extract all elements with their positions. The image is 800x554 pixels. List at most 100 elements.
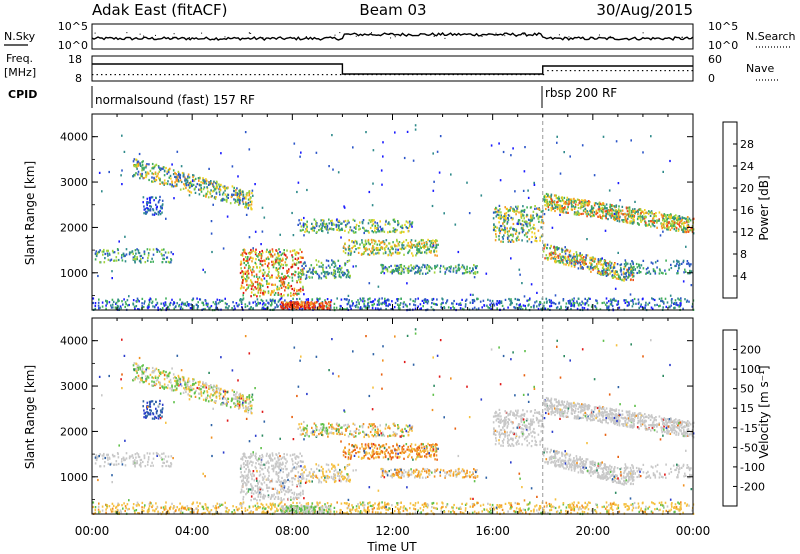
data-cell [573, 211, 576, 214]
data-cell [648, 270, 650, 273]
data-cell [616, 273, 618, 276]
data-cell [581, 202, 584, 205]
data-cell [165, 166, 167, 170]
data-cell [454, 265, 457, 268]
data-cell [596, 267, 599, 270]
data-cell [257, 302, 260, 305]
data-cell [578, 199, 580, 202]
data-cell [233, 198, 235, 201]
data-cell [613, 205, 616, 208]
data-cell [245, 289, 247, 292]
data-cell [571, 304, 573, 307]
data-cell [240, 262, 243, 265]
data-cell [373, 248, 375, 251]
data-cell [241, 298, 244, 301]
data-cell [371, 301, 373, 304]
data-cell [394, 228, 397, 231]
data-cell [381, 303, 383, 306]
data-cell [267, 262, 270, 265]
data-cell [499, 208, 501, 211]
colorbar-tick-label: 8 [740, 248, 747, 261]
data-cell [320, 272, 323, 275]
data-cell [368, 242, 371, 246]
data-cell [533, 223, 535, 227]
data-cell [533, 183, 536, 186]
data-cell [395, 264, 398, 267]
data-cell [510, 302, 512, 305]
cpid-label: CPID [8, 88, 37, 101]
data-cell [625, 214, 628, 217]
data-cell [95, 254, 98, 258]
data-cell [600, 216, 602, 219]
data-cell [134, 174, 136, 177]
data-cell [596, 262, 598, 266]
data-cell [184, 179, 187, 182]
data-cell [151, 376, 153, 379]
data-cell [290, 301, 292, 304]
data-cell [335, 223, 337, 226]
data-cell [238, 189, 240, 192]
data-cell [167, 306, 170, 309]
data-cell [151, 300, 154, 303]
data-cell [684, 268, 686, 271]
data-cell [543, 244, 545, 247]
data-cell [640, 264, 643, 267]
data-cell [637, 302, 640, 305]
data-cell [355, 301, 358, 304]
data-cell [678, 215, 681, 218]
data-cell [184, 182, 187, 185]
data-cell [562, 261, 564, 264]
data-cell [275, 256, 278, 259]
data-cell [101, 250, 104, 253]
data-cell [556, 135, 558, 138]
data-cell [285, 264, 287, 267]
data-cell [389, 251, 391, 254]
data-cell [167, 251, 170, 254]
data-cell [245, 270, 247, 273]
data-cell [348, 244, 351, 247]
data-cell [401, 267, 404, 270]
data-cell [590, 270, 592, 273]
data-cell [435, 303, 438, 306]
data-cell [278, 299, 281, 302]
data-cell [340, 266, 343, 269]
data-cell [533, 217, 535, 220]
data-cell [159, 195, 161, 198]
data-cell [118, 299, 120, 302]
data-cell [529, 297, 531, 300]
data-cell [686, 299, 689, 302]
data-cell [520, 305, 523, 308]
data-cell [322, 263, 324, 267]
data-cell [171, 385, 173, 388]
data-cell [446, 300, 448, 303]
data-cell [161, 248, 163, 251]
data-cell [675, 227, 678, 230]
data-cell [205, 195, 207, 198]
data-cell [138, 152, 141, 156]
data-cell [314, 270, 316, 274]
data-cell [385, 268, 387, 271]
data-cell [331, 259, 333, 262]
data-cell [139, 368, 142, 371]
data-cell [429, 266, 432, 269]
data-cell [233, 394, 235, 397]
data-cell [321, 225, 324, 228]
data-cell [417, 297, 419, 300]
data-cell [395, 248, 397, 251]
data-cell [522, 205, 524, 208]
data-cell [169, 167, 171, 170]
data-cell [137, 170, 140, 173]
data-cell [184, 386, 187, 389]
data-cell [568, 202, 570, 205]
data-cell [142, 256, 144, 260]
data-cell [355, 305, 357, 309]
data-cell [171, 384, 173, 387]
data-cell [200, 181, 202, 184]
data-cell [421, 242, 423, 245]
data-cell [241, 394, 244, 398]
data-cell [282, 307, 285, 310]
data-cell [271, 263, 274, 266]
data-cell [244, 131, 247, 134]
data-cell [247, 272, 250, 275]
data-cell [552, 257, 555, 260]
